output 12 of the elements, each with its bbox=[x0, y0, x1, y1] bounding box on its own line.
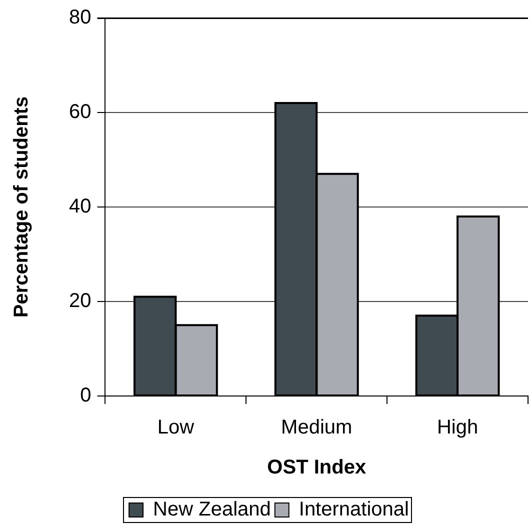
y-tick-label: 0 bbox=[80, 384, 92, 407]
y-tick-label: 20 bbox=[68, 290, 92, 312]
x-tick-label: Medium bbox=[281, 416, 352, 439]
x-axis-title: OST Index bbox=[267, 456, 366, 479]
y-tick-label: 60 bbox=[68, 101, 92, 124]
x-tick-label: High bbox=[436, 416, 478, 439]
y-tick-label: 80 bbox=[68, 6, 92, 29]
legend-label: New Zealand bbox=[153, 498, 271, 521]
y-tick-label: 40 bbox=[68, 196, 92, 218]
legend-label: International bbox=[298, 498, 409, 521]
x-tick-label: Low bbox=[157, 416, 195, 439]
y-axis-title: Percentage of students bbox=[10, 96, 33, 318]
